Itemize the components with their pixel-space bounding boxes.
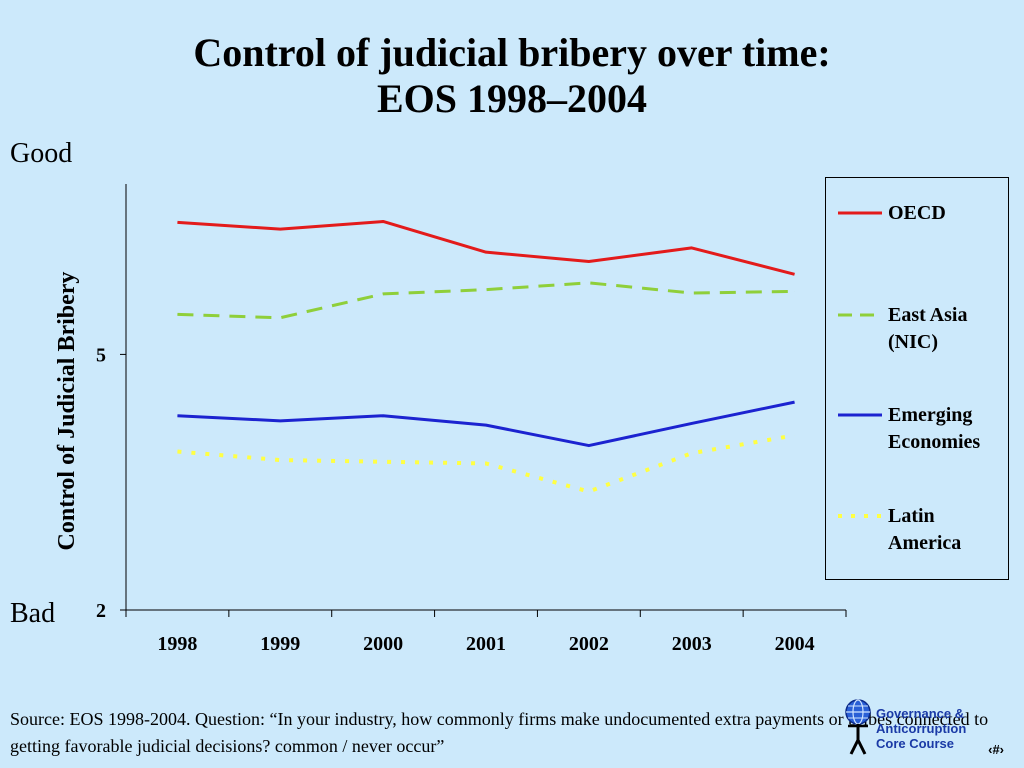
- legend-item: OECD: [838, 200, 1008, 227]
- slide-number: ‹#›: [988, 742, 1004, 757]
- x-tick-label: 1999: [260, 633, 300, 655]
- legend-swatch: [838, 413, 882, 417]
- legend-swatch: [838, 211, 882, 215]
- x-tick-label: 2004: [775, 633, 815, 655]
- series-line-1: [177, 281, 795, 320]
- y-tick-label: 5: [96, 344, 106, 366]
- series-line-0: [177, 219, 795, 276]
- legend-swatch: [838, 313, 882, 317]
- title-line-2: EOS 1998–2004: [376, 76, 648, 121]
- y-tick-label: 2: [96, 600, 106, 622]
- slide-title: Control of judicial bribery over time: E…: [0, 30, 1024, 122]
- chart-legend: OECD East Asia (NIC) Emerging Economies Lat…: [825, 177, 1009, 580]
- x-tick-label: 1998: [157, 633, 197, 655]
- globe-person-icon: [845, 699, 871, 755]
- logo-line-2: Anticorruption: [876, 721, 967, 736]
- bad-label: Bad: [10, 598, 56, 629]
- legend-label: OECD: [888, 202, 946, 224]
- series-line-2: [177, 400, 795, 448]
- legend-item: Latin America: [838, 503, 1008, 557]
- logo-line-3: Core Course: [876, 736, 955, 751]
- x-tick-label: 2001: [466, 633, 506, 655]
- x-tick-label: 2003: [672, 633, 712, 655]
- legend-item: East Asia (NIC): [838, 302, 1008, 356]
- x-tick-label: 2002: [569, 633, 609, 655]
- legend-swatch: [838, 514, 882, 518]
- logo-text: Governance & Anticorruption Core Course: [876, 706, 966, 751]
- title-line-1: Control of judicial bribery over time:: [193, 30, 831, 75]
- legend-item: Emerging Economies: [838, 402, 1008, 456]
- legend-label: Emerging Economies: [888, 404, 981, 453]
- good-label: Good: [10, 138, 73, 169]
- course-logo: Governance & Anticorruption Core Course: [842, 698, 1002, 760]
- legend-label: East Asia (NIC): [888, 304, 968, 353]
- x-tick-label: 2000: [363, 633, 403, 655]
- logo-line-1: Governance &: [876, 706, 965, 721]
- legend-label: Latin America: [888, 505, 962, 554]
- source-note: Source: EOS 1998-2004. Question: “In you…: [10, 709, 989, 756]
